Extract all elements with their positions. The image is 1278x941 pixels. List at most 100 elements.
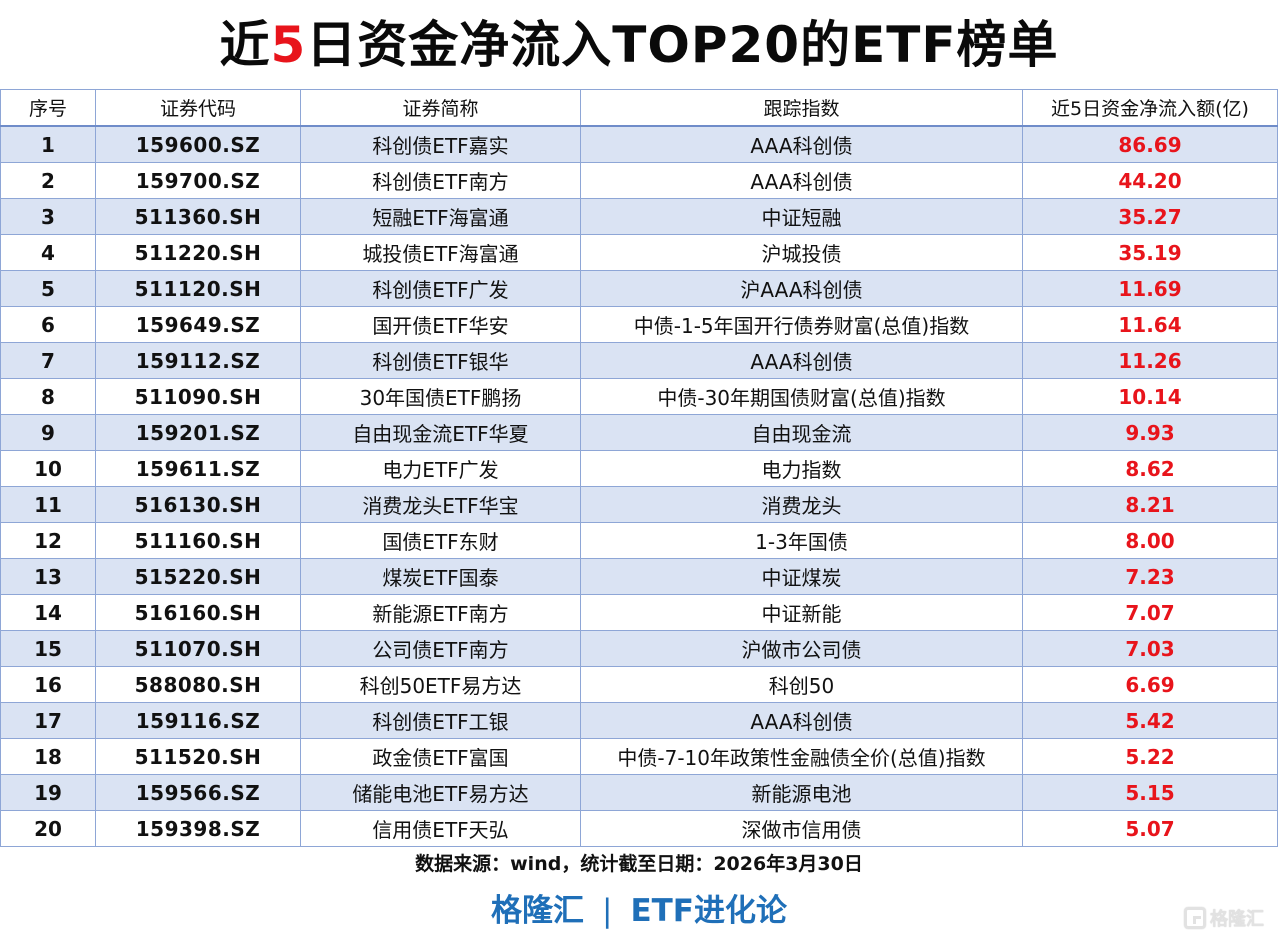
cell-code: 511090.SH: [95, 378, 301, 415]
cell-inflow: 5.15: [1022, 774, 1278, 811]
cell-inflow: 6.69: [1022, 666, 1278, 703]
cell-code: 159112.SZ: [95, 342, 301, 379]
cell-rank: 6: [0, 306, 96, 343]
table-row: 10 159611.SZ 电力ETF广发 电力指数 8.62: [0, 450, 1278, 487]
table-row: 16 588080.SH 科创50ETF易方达 科创50 6.69: [0, 666, 1278, 703]
cell-rank: 3: [0, 198, 96, 235]
cell-rank: 1: [0, 125, 96, 163]
etf-inflow-table: 序号 证券代码 证券简称 跟踪指数 近5日资金净流入额(亿) 1 159600.S…: [0, 89, 1278, 847]
cell-name: 城投债ETF海富通: [300, 234, 581, 271]
cell-index: 中债-7-10年政策性金融债全价(总值)指数: [580, 738, 1023, 775]
cell-code: 159600.SZ: [95, 125, 301, 163]
cell-index: AAA科创债: [580, 125, 1023, 163]
title-prefix: 近: [219, 16, 271, 74]
cell-index: AAA科创债: [580, 162, 1023, 199]
cell-rank: 5: [0, 270, 96, 307]
table-row: 6 159649.SZ 国开债ETF华安 中债-1-5年国开行债券财富(总值)指数 11…: [0, 306, 1278, 343]
cell-rank: 12: [0, 522, 96, 559]
cell-index: 深做市信用债: [580, 810, 1023, 847]
table-row: 9 159201.SZ 自由现金流ETF华夏 自由现金流 9.93: [0, 414, 1278, 451]
watermark-text: 格隆汇: [1210, 909, 1264, 930]
cell-inflow: 8.21: [1022, 486, 1278, 523]
cell-code: 159700.SZ: [95, 162, 301, 199]
header-rank: 序号: [0, 89, 96, 127]
table-row: 20 159398.SZ 信用债ETF天弘 深做市信用债 5.07: [0, 810, 1278, 847]
table-row: 17 159116.SZ 科创债ETF工银 AAA科创债 5.42: [0, 702, 1278, 739]
cell-rank: 4: [0, 234, 96, 271]
cell-inflow: 11.26: [1022, 342, 1278, 379]
cell-inflow: 7.03: [1022, 630, 1278, 667]
cell-index: AAA科创债: [580, 342, 1023, 379]
table-row: 7 159112.SZ 科创债ETF银华 AAA科创债 11.26: [0, 342, 1278, 379]
cell-rank: 11: [0, 486, 96, 523]
cell-index: 电力指数: [580, 450, 1023, 487]
cell-rank: 15: [0, 630, 96, 667]
cell-index: 中证新能: [580, 594, 1023, 631]
header-index: 跟踪指数: [580, 89, 1023, 127]
cell-name: 科创债ETF嘉实: [300, 125, 581, 163]
cell-index: AAA科创债: [580, 702, 1023, 739]
brand-name: 格隆汇: [491, 893, 585, 929]
table-row: 4 511220.SH 城投债ETF海富通 沪城投债 35.19: [0, 234, 1278, 271]
cell-inflow: 11.69: [1022, 270, 1278, 307]
cell-rank: 18: [0, 738, 96, 775]
cell-rank: 14: [0, 594, 96, 631]
cell-inflow: 35.27: [1022, 198, 1278, 235]
title-accent-number: 5: [270, 16, 307, 74]
watermark: 格隆汇: [1184, 905, 1264, 931]
cell-code: 516130.SH: [95, 486, 301, 523]
cell-index: 消费龙头: [580, 486, 1023, 523]
table-row: 14 516160.SH 新能源ETF南方 中证新能 7.07: [0, 594, 1278, 631]
cell-name: 科创债ETF银华: [300, 342, 581, 379]
cell-index: 自由现金流: [580, 414, 1023, 451]
table-row: 12 511160.SH 国债ETF东财 1-3年国债 8.00: [0, 522, 1278, 559]
cell-name: 消费龙头ETF华宝: [300, 486, 581, 523]
cell-code: 159566.SZ: [95, 774, 301, 811]
cell-rank: 2: [0, 162, 96, 199]
cell-code: 511220.SH: [95, 234, 301, 271]
table-row: 11 516130.SH 消费龙头ETF华宝 消费龙头 8.21: [0, 486, 1278, 523]
cell-name: 电力ETF广发: [300, 450, 581, 487]
cell-index: 中证短融: [580, 198, 1023, 235]
cell-rank: 13: [0, 558, 96, 595]
cell-name: 短融ETF海富通: [300, 198, 581, 235]
cell-inflow: 35.19: [1022, 234, 1278, 271]
cell-inflow: 11.64: [1022, 306, 1278, 343]
cell-code: 159398.SZ: [95, 810, 301, 847]
cell-name: 科创债ETF南方: [300, 162, 581, 199]
cell-name: 科创50ETF易方达: [300, 666, 581, 703]
cell-name: 科创债ETF工银: [300, 702, 581, 739]
cell-inflow: 44.20: [1022, 162, 1278, 199]
cell-inflow: 8.62: [1022, 450, 1278, 487]
title-suffix: 日资金净流入TOP20的ETF榜单: [306, 16, 1059, 74]
cell-name: 自由现金流ETF华夏: [300, 414, 581, 451]
table-row: 5 511120.SH 科创债ETF广发 沪AAA科创债 11.69: [0, 270, 1278, 307]
cell-code: 159201.SZ: [95, 414, 301, 451]
table-row: 2 159700.SZ 科创债ETF南方 AAA科创债 44.20: [0, 162, 1278, 199]
table-row: 19 159566.SZ 储能电池ETF易方达 新能源电池 5.15: [0, 774, 1278, 811]
cell-code: 511360.SH: [95, 198, 301, 235]
table-row: 13 515220.SH 煤炭ETF国泰 中证煤炭 7.23: [0, 558, 1278, 595]
gelonghui-logo-icon: [1184, 907, 1206, 929]
header-code: 证券代码: [95, 89, 301, 127]
cell-name: 储能电池ETF易方达: [300, 774, 581, 811]
brand-footer: 格隆汇 | ETF进化论: [0, 888, 1278, 934]
cell-rank: 20: [0, 810, 96, 847]
cell-code: 159649.SZ: [95, 306, 301, 343]
cell-name: 国债ETF东财: [300, 522, 581, 559]
header-name: 证券简称: [300, 89, 581, 127]
brand-column-name: ETF进化论: [630, 893, 787, 929]
brand-separator: |: [602, 893, 613, 929]
cell-inflow: 10.14: [1022, 378, 1278, 415]
cell-index: 科创50: [580, 666, 1023, 703]
cell-rank: 9: [0, 414, 96, 451]
cell-code: 511160.SH: [95, 522, 301, 559]
cell-name: 30年国债ETF鹏扬: [300, 378, 581, 415]
table-row: 18 511520.SH 政金债ETF富国 中债-7-10年政策性金融债全价(总值)指…: [0, 738, 1278, 775]
cell-code: 515220.SH: [95, 558, 301, 595]
cell-index: 1-3年国债: [580, 522, 1023, 559]
cell-inflow: 5.07: [1022, 810, 1278, 847]
cell-code: 511070.SH: [95, 630, 301, 667]
cell-rank: 7: [0, 342, 96, 379]
cell-rank: 17: [0, 702, 96, 739]
